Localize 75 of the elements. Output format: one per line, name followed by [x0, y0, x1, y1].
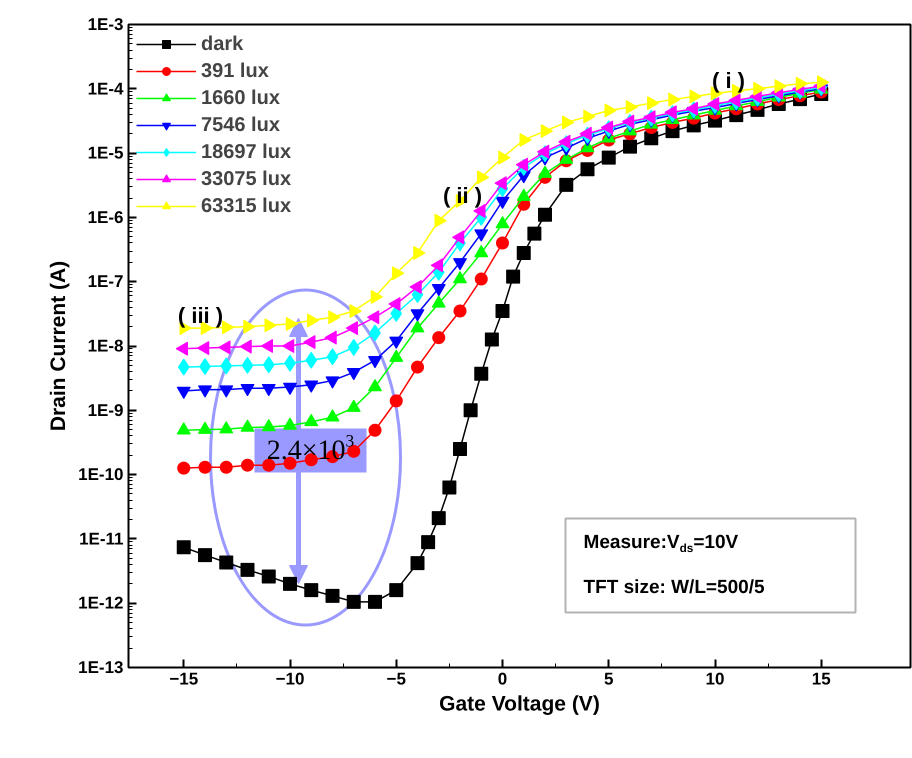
x-tick-label: 0	[498, 670, 508, 688]
point	[474, 366, 488, 381]
x-tick-label: 10	[706, 670, 724, 688]
point	[410, 556, 424, 570]
point	[368, 424, 382, 437]
point	[220, 460, 233, 474]
point	[464, 403, 478, 418]
point	[496, 304, 510, 318]
point	[453, 442, 467, 456]
x-tick-label: −10	[276, 670, 304, 688]
legend-label: 18697 lux	[201, 140, 292, 164]
point	[389, 583, 404, 598]
legend-label: 7546 lux	[201, 113, 281, 137]
point	[241, 458, 254, 472]
annotation: ( i )	[712, 68, 746, 93]
point	[177, 462, 190, 475]
legend-label: 33075 lux	[201, 167, 292, 191]
annotation: ( iii )	[178, 303, 224, 328]
y-tick-label: 1E-6	[88, 208, 124, 227]
point	[580, 162, 594, 176]
point	[368, 594, 382, 609]
point	[304, 583, 318, 598]
y-tick-label: 1E-13	[78, 658, 124, 677]
point	[421, 535, 436, 550]
y-tick-label: 1E-12	[78, 594, 124, 613]
point	[538, 208, 552, 222]
legend-label: dark	[201, 32, 244, 56]
x-tick-label: −15	[169, 670, 198, 688]
point	[176, 540, 191, 554]
point	[178, 358, 190, 376]
y-axis-title: Drain Current (A)	[47, 260, 70, 432]
point	[305, 352, 318, 369]
point	[240, 562, 254, 577]
point	[644, 131, 658, 146]
point	[262, 356, 275, 374]
x-tick-label: −5	[386, 670, 406, 688]
annotation: TFT size: W/L=500/5	[584, 577, 766, 598]
point	[390, 394, 403, 408]
point	[432, 331, 446, 344]
y-tick-label: 1E-11	[79, 529, 124, 548]
x-axis-title: Gate Voltage (V)	[439, 692, 600, 716]
point	[219, 555, 234, 570]
point	[496, 236, 509, 250]
point	[348, 338, 360, 356]
legend-label: 63315 lux	[201, 194, 292, 218]
y-tick-label: 1E-3	[88, 15, 124, 34]
point	[346, 594, 361, 609]
point	[198, 460, 212, 474]
point	[198, 548, 212, 562]
point	[262, 570, 276, 584]
point	[432, 511, 446, 526]
point	[527, 226, 542, 241]
y-tick-label: 1E-5	[88, 144, 124, 163]
point	[454, 304, 466, 318]
point	[220, 357, 232, 374]
y-tick-label: 1E-8	[88, 336, 124, 356]
point	[442, 480, 456, 494]
x-tick-label: 15	[812, 670, 831, 688]
legend-label: 391 lux	[201, 59, 270, 83]
point	[484, 332, 499, 347]
x-tick-label: 5	[604, 670, 614, 688]
point	[474, 272, 488, 286]
y-tick-label: 1E-10	[78, 465, 124, 484]
y-tick-label: 1E-4	[88, 79, 124, 98]
point	[623, 140, 637, 154]
point	[326, 588, 340, 603]
y-tick-label: 1E-7	[88, 272, 124, 292]
legend-label: 1660 lux	[201, 86, 281, 110]
point	[411, 360, 424, 374]
point	[506, 270, 520, 284]
y-tick-label: 1E-9	[88, 400, 124, 420]
point	[516, 246, 531, 260]
point	[602, 150, 616, 165]
point	[559, 178, 574, 192]
point	[283, 576, 297, 591]
